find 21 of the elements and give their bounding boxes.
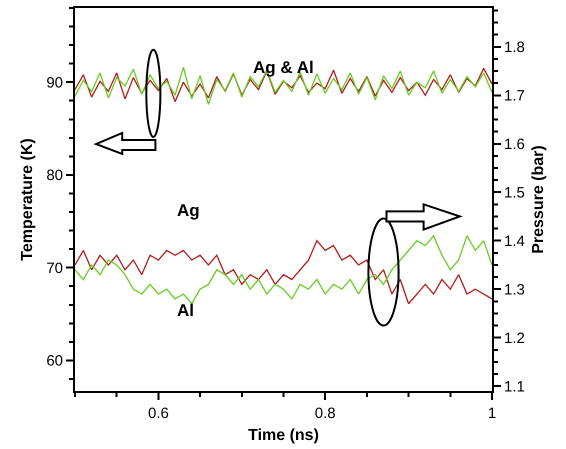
y-tick-label: 60 xyxy=(46,352,63,370)
y2-tick-label: 1.4 xyxy=(504,232,525,250)
y2-tick-label: 1.3 xyxy=(504,281,525,298)
x-tick-label: 0.6 xyxy=(148,405,169,422)
y-tick-label: 90 xyxy=(46,74,63,92)
y-axis-title: Temperature (K) xyxy=(19,138,36,261)
x-tick-label: 0.8 xyxy=(314,405,336,422)
y2-tick-label: 1.6 xyxy=(504,136,525,153)
y2-tick-label: 1.8 xyxy=(504,39,525,56)
y-tick-label: 80 xyxy=(46,167,63,184)
series-label: Ag xyxy=(177,201,200,220)
x-tick-label: 1 xyxy=(488,405,496,422)
y2-tick-label: 1.1 xyxy=(504,378,525,396)
y-tick-label: 70 xyxy=(46,260,63,277)
y2-tick-label: 1.5 xyxy=(504,184,525,202)
annotation: Ag & Al xyxy=(253,58,314,77)
series-label: Al xyxy=(177,301,194,320)
x-axis-title: Time (ns) xyxy=(248,427,319,444)
y2-tick-label: 1.2 xyxy=(504,330,525,347)
y2-axis-title: Pressure (bar) xyxy=(530,145,548,254)
y2-tick-label: 1.7 xyxy=(504,88,525,105)
